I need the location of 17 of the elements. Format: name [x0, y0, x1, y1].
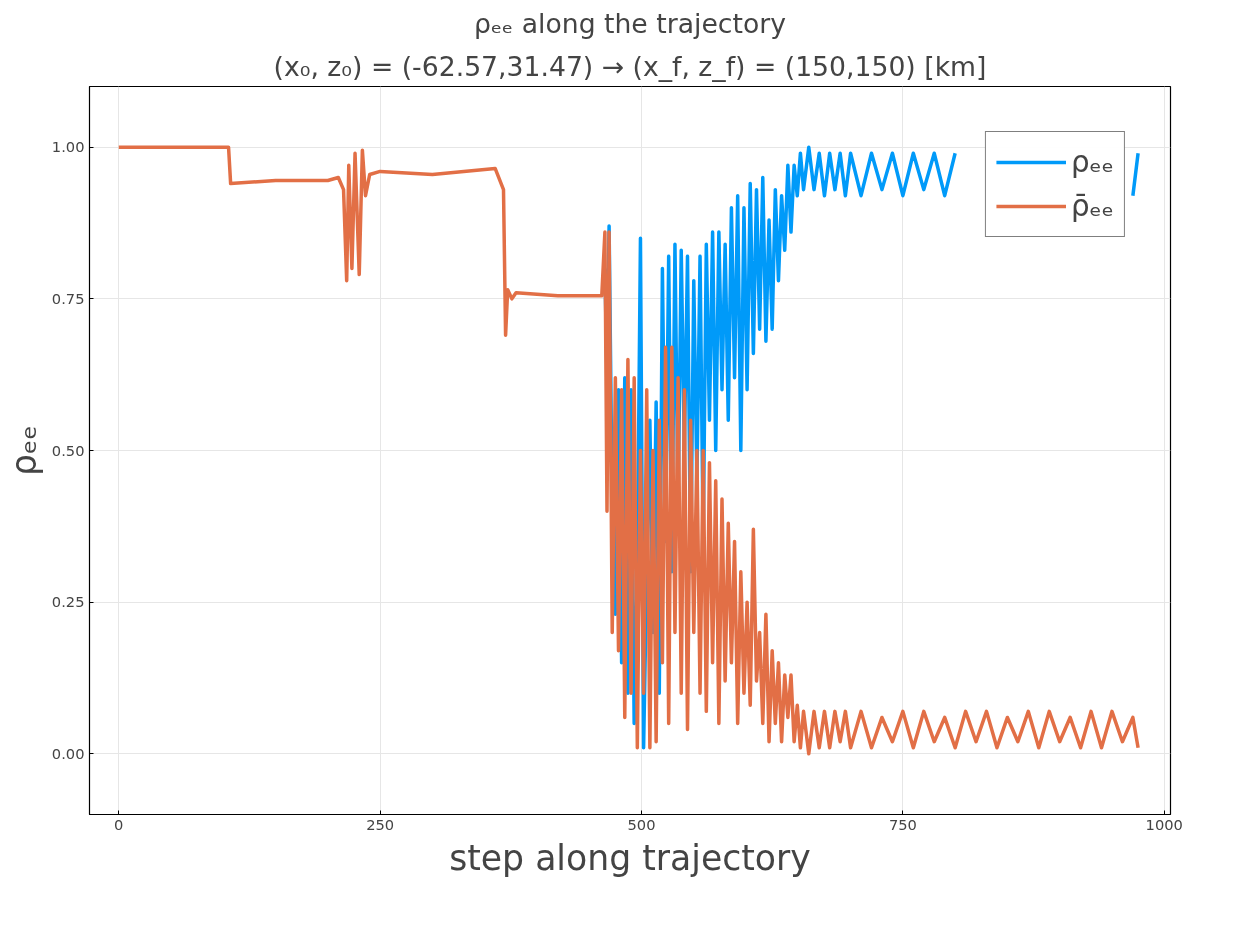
x-tick-label: 500	[627, 815, 656, 833]
chart-subtitle: (x₀, z₀) = (-62.57,31.47) → (x_f, z_f) = (150,150) [km]	[273, 50, 987, 82]
y-tick-label: 0.50	[51, 441, 85, 459]
x-tick-label: 1000	[1145, 815, 1183, 833]
line-series	[117, 145, 1140, 756]
x-tick-label: 750	[888, 815, 917, 833]
y-tick-label: 0.25	[51, 593, 85, 611]
x-tick-label: 0	[114, 815, 124, 833]
chart-title: ρₑₑ along the trajectory	[474, 7, 786, 39]
y-axis-title: ρₑₑ	[3, 425, 44, 476]
x-axis-title: step along trajectory	[449, 837, 811, 878]
legend-label: ρₑₑ	[1070, 144, 1114, 181]
y-tick-label: 0.75	[51, 289, 85, 307]
x-tick-label: 250	[366, 815, 395, 833]
y-tick-label: 0.00	[51, 744, 85, 762]
legend-label: ρ̄ₑₑ	[1070, 188, 1114, 225]
y-tick-label: 1.00	[51, 138, 85, 156]
